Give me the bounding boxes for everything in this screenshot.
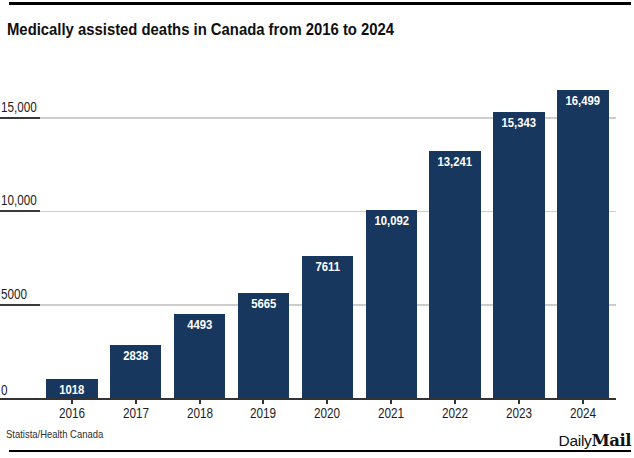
x-axis-tick bbox=[71, 400, 73, 405]
bar-value-label: 4493 bbox=[177, 317, 222, 332]
x-axis-tick bbox=[135, 400, 137, 405]
bar-2024: 16,499 bbox=[557, 90, 609, 399]
bar-value-label: 7611 bbox=[305, 259, 350, 274]
y-axis-label-0: 0 bbox=[1, 382, 8, 397]
x-axis-tick bbox=[454, 400, 456, 405]
bar-2022: 13,241 bbox=[429, 151, 481, 399]
x-axis-tick bbox=[582, 400, 584, 405]
x-axis-tick bbox=[326, 400, 328, 405]
bar-2016: 1018 bbox=[46, 379, 98, 398]
bar-value-label: 2838 bbox=[113, 348, 158, 363]
x-axis-label-2023: 2023 bbox=[494, 405, 544, 421]
x-axis-label-2020: 2020 bbox=[302, 405, 352, 421]
source-credit: Statista/Health Canada bbox=[6, 428, 103, 440]
logo-mail: Mail bbox=[592, 431, 632, 450]
x-axis-label-2019: 2019 bbox=[238, 405, 288, 421]
chart-card: Medically assisted deaths in Canada from… bbox=[0, 0, 634, 458]
y-axis-label-10000: 10,000 bbox=[1, 192, 37, 207]
bar-value-label: 10,092 bbox=[369, 213, 414, 228]
bar-2020: 7611 bbox=[302, 256, 354, 398]
y-axis-label-5000: 5000 bbox=[1, 286, 27, 301]
x-axis-label-2016: 2016 bbox=[47, 405, 97, 421]
bar-2019: 5665 bbox=[238, 293, 290, 399]
x-axis-tick bbox=[262, 400, 264, 405]
gridline-dark-stub bbox=[0, 117, 40, 119]
gridline-dark-stub bbox=[0, 210, 40, 212]
x-axis-tick bbox=[199, 400, 201, 405]
bar-value-label: 1018 bbox=[49, 382, 94, 397]
x-axis-tick bbox=[518, 400, 520, 405]
x-axis-label-2024: 2024 bbox=[558, 405, 608, 421]
x-axis-tick bbox=[390, 400, 392, 405]
bottom-rule bbox=[9, 450, 631, 452]
gridline-dark-stub bbox=[0, 304, 40, 306]
x-axis-label-2018: 2018 bbox=[174, 405, 224, 421]
bar-2017: 2838 bbox=[110, 345, 162, 398]
bar-2023: 15,343 bbox=[493, 112, 545, 399]
y-axis-label-15000: 15,000 bbox=[1, 99, 37, 114]
bar-chart: 0 5000 10,000 15,000 1018 2016 2838 2017 4493 201… bbox=[0, 0, 634, 458]
bar-value-label: 16,499 bbox=[561, 93, 606, 108]
dailymail-logo: DailyMail bbox=[559, 431, 631, 450]
bar-2018: 4493 bbox=[174, 314, 226, 398]
bar-value-label: 15,343 bbox=[497, 115, 542, 130]
bar-value-label: 13,241 bbox=[433, 154, 478, 169]
x-axis-label-2021: 2021 bbox=[366, 405, 416, 421]
bar-2021: 10,092 bbox=[366, 210, 418, 399]
bar-value-label: 5665 bbox=[241, 296, 286, 311]
x-axis-label-2017: 2017 bbox=[110, 405, 160, 421]
x-axis-label-2022: 2022 bbox=[430, 405, 480, 421]
logo-daily: Daily bbox=[559, 432, 592, 449]
